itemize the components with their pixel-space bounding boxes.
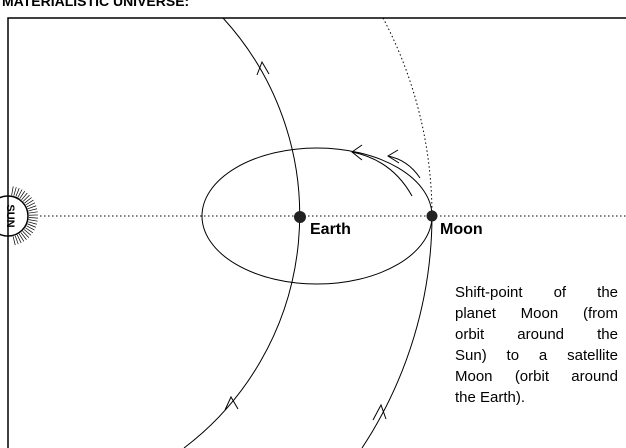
moon-label: Moon — [440, 221, 483, 238]
sun-ray — [23, 231, 29, 237]
note-line: Shift-point of the — [455, 282, 618, 303]
sun-ray — [28, 222, 37, 224]
moon-orbit-before — [383, 18, 432, 216]
sun-ray — [14, 187, 16, 196]
sun-ray — [28, 209, 37, 211]
moon-orbit-after — [362, 216, 432, 448]
sun-ray — [29, 217, 38, 218]
arrow — [388, 150, 399, 163]
diagram: MATERIALISTIC UNIVERSE: SUN Earth Moon S… — [0, 0, 626, 448]
note-line: orbit around the — [455, 324, 618, 345]
note-line: the Earth). — [455, 387, 618, 408]
sun-ray — [28, 206, 36, 209]
note-line: Sun) to a satellite — [455, 345, 618, 366]
sun-ray — [21, 193, 27, 200]
sun-ray — [29, 220, 38, 222]
moon — [427, 211, 438, 222]
note-line: planet Moon (from — [455, 303, 618, 324]
earth — [294, 211, 306, 223]
sun-ray — [15, 236, 18, 244]
sun-ray — [24, 229, 31, 235]
earth-label: Earth — [310, 221, 351, 238]
sun-ray — [12, 186, 14, 195]
earth-orbit — [184, 18, 300, 448]
sun-ray — [29, 212, 38, 213]
sun-ray — [23, 195, 29, 201]
sun-label: SUN — [4, 204, 16, 227]
note-line: Moon (orbit around — [455, 366, 618, 387]
sun-ray — [13, 236, 15, 245]
arrow — [373, 405, 386, 420]
